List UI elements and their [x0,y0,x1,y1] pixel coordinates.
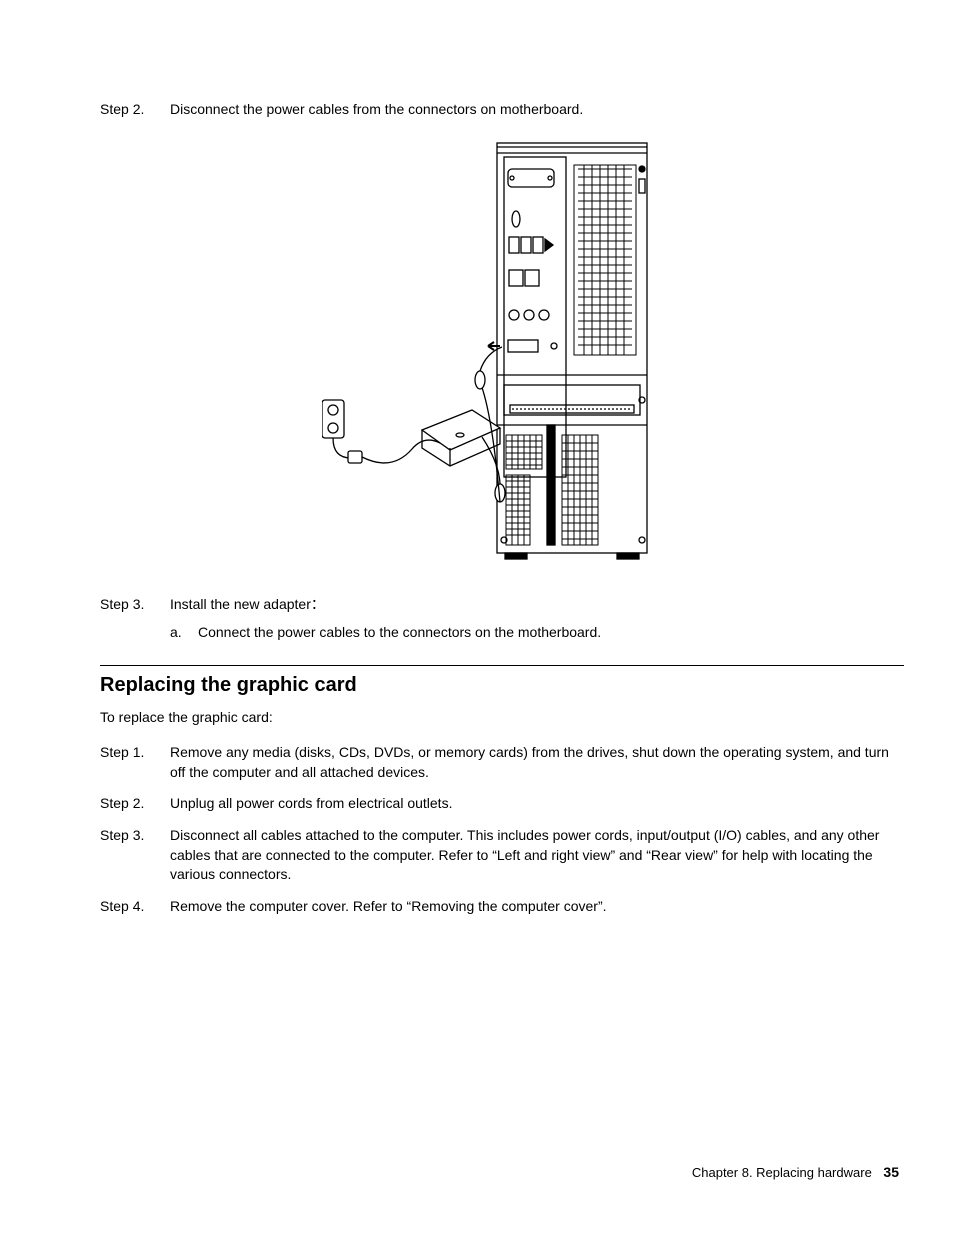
step-3a: a. Connect the power cables to the conne… [170,624,904,640]
rep-step-4-text: Remove the computer cover. Refer to “Rem… [170,897,904,917]
figure-power-adapter [100,135,904,570]
section-intro: To replace the graphic card: [100,709,904,725]
step-2-text: Disconnect the power cables from the con… [170,100,904,120]
rep-step-3-text: Disconnect all cables attached to the co… [170,826,904,885]
rep-step-3-label: Step 3. [100,826,170,885]
step-2: Step 2. Disconnect the power cables from… [100,100,904,120]
step-3-text: Install the new adapter： [170,595,904,615]
step-3a-label: a. [170,624,198,640]
section-divider [100,665,904,666]
computer-rear-diagram-icon [322,135,682,565]
footer-chapter: Chapter 8. Replacing hardware [692,1165,872,1180]
rep-step-1-label: Step 1. [100,743,170,782]
rep-step-4-label: Step 4. [100,897,170,917]
rep-step-2-text: Unplug all power cords from electrical o… [170,794,904,814]
rep-step-4: Step 4. Remove the computer cover. Refer… [100,897,904,917]
replacement-steps: Step 1. Remove any media (disks, CDs, DV… [100,743,904,916]
section-title: Replacing the graphic card [100,674,904,697]
step-3-label: Step 3. [100,595,170,615]
rep-step-2-label: Step 2. [100,794,170,814]
rep-step-1-text: Remove any media (disks, CDs, DVDs, or m… [170,743,904,782]
page-footer: Chapter 8. Replacing hardware 35 [692,1164,899,1180]
step-2-label: Step 2. [100,100,170,120]
rep-step-1: Step 1. Remove any media (disks, CDs, DV… [100,743,904,782]
step-3a-text: Connect the power cables to the connecto… [198,624,601,640]
step-3: Step 3. Install the new adapter： [100,595,904,615]
rep-step-2: Step 2. Unplug all power cords from elec… [100,794,904,814]
rep-step-3: Step 3. Disconnect all cables attached t… [100,826,904,885]
footer-page-number: 35 [883,1164,899,1180]
